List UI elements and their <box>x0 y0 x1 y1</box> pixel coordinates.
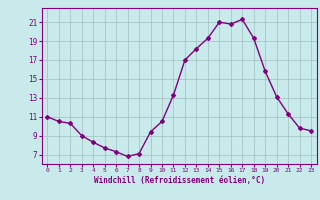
X-axis label: Windchill (Refroidissement éolien,°C): Windchill (Refroidissement éolien,°C) <box>94 176 265 185</box>
